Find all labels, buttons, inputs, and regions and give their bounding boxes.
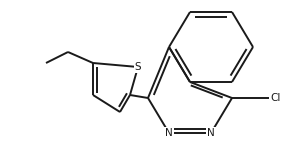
Text: S: S [135, 62, 141, 72]
Text: N: N [207, 128, 215, 138]
Text: N: N [165, 128, 173, 138]
Text: Cl: Cl [270, 93, 280, 103]
